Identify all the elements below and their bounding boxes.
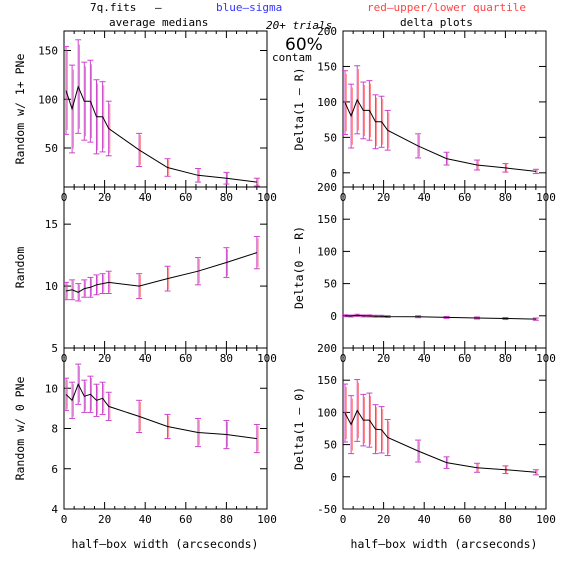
x-tick-label: 60 — [458, 513, 471, 526]
x-tick-label: 20 — [98, 513, 111, 526]
x-tick-label: 80 — [499, 352, 512, 365]
y-axis-label: Delta(0 – R) — [292, 226, 306, 309]
panel-frame — [342, 30, 547, 188]
panel-3: 0 20 40 60 80 100 4 6 8 10 Random w/ 0 PNe — [13, 347, 277, 526]
header-file: 7q.fits — [90, 1, 137, 14]
x-tick-label: 100 — [536, 513, 556, 526]
x-tick-label: 80 — [499, 191, 512, 204]
x-tick-label: 80 — [220, 513, 233, 526]
error-bar — [63, 46, 70, 135]
x-tick-label: 0 — [61, 513, 68, 526]
y-tick-label: 4 — [51, 503, 58, 516]
median-line — [65, 382, 257, 440]
header-blue-label: blue–sigma — [216, 1, 283, 14]
y-axis-label: Delta(1 – 0) — [292, 387, 306, 470]
y-axis-label: Delta(1 – R) — [292, 67, 306, 150]
y-tick-label: 50 — [45, 142, 58, 155]
right-panel-title: delta plots — [400, 16, 473, 29]
y-tick-label: 10 — [45, 382, 58, 395]
x-tick-label: 0 — [340, 513, 347, 526]
x-tick-label: 80 — [220, 352, 233, 365]
y-tick-label: 50 — [324, 439, 337, 452]
y-tick-label: 10 — [45, 280, 58, 293]
y-tick-label: 0 — [330, 310, 337, 323]
y-tick-label: 200 — [317, 181, 337, 194]
y-tick-label: 200 — [317, 342, 337, 355]
x-tick-label: 40 — [139, 513, 152, 526]
y-tick-label: 100 — [317, 96, 337, 109]
median-line — [344, 98, 536, 172]
median-line — [65, 252, 258, 293]
x-tick-label: 40 — [418, 352, 431, 365]
panel-frame — [342, 186, 547, 349]
y-tick-label: 100 — [38, 93, 58, 106]
panel-frame — [342, 347, 547, 510]
x-tick-label: 60 — [179, 191, 192, 204]
x-tick-label: 60 — [458, 352, 471, 365]
y-tick-label: 50 — [324, 278, 337, 291]
median-line — [65, 85, 257, 183]
x-tick-label: 100 — [257, 513, 277, 526]
x-tick-label: 40 — [418, 191, 431, 204]
x-tick-label: 40 — [418, 513, 431, 526]
left-panel-title: average medians — [109, 16, 209, 29]
y-tick-label: 150 — [317, 374, 337, 387]
median-line — [344, 314, 536, 320]
y-tick-label: -50 — [317, 503, 337, 516]
left-xlabel: half–box width (arcseconds) — [72, 537, 259, 551]
contam-word: contam — [272, 51, 312, 64]
x-tick-label: 20 — [98, 352, 111, 365]
contam-percent: 60% — [285, 35, 323, 55]
y-tick-label: 8 — [51, 423, 58, 436]
x-tick-label: 20 — [377, 191, 390, 204]
x-tick-label: 20 — [377, 352, 390, 365]
error-bar — [473, 316, 480, 320]
y-tick-label: 150 — [317, 60, 337, 73]
panel-frame — [63, 186, 268, 349]
y-tick-label: 150 — [317, 213, 337, 226]
x-tick-label: 20 — [98, 191, 111, 204]
x-tick-label: 40 — [139, 191, 152, 204]
y-tick-label: 5 — [51, 342, 58, 355]
y-tick-label: 100 — [317, 406, 337, 419]
x-tick-label: 60 — [179, 513, 192, 526]
y-tick-label: 0 — [330, 471, 337, 484]
median-line — [344, 409, 536, 473]
y-tick-label: 15 — [45, 218, 58, 231]
y-tick-label: 200 — [317, 25, 337, 38]
y-tick-label: 0 — [330, 167, 337, 180]
x-tick-label: 60 — [179, 352, 192, 365]
panel-frame — [63, 347, 268, 510]
y-axis-label: Random w/ 1+ PNe — [13, 54, 27, 165]
x-tick-label: 40 — [139, 352, 152, 365]
y-tick-label: 150 — [38, 45, 58, 58]
right-xlabel: half–box width (arcseconds) — [351, 537, 538, 551]
trials-note: 20+ trials — [266, 19, 332, 32]
x-tick-label: 80 — [499, 513, 512, 526]
y-axis-label: Random w/ 0 PNe — [13, 376, 27, 480]
panel-frame — [63, 30, 268, 188]
y-tick-label: 6 — [51, 463, 58, 476]
header-dash: — — [155, 1, 162, 14]
y-tick-label: 100 — [317, 245, 337, 258]
y-axis-label: Random — [13, 247, 27, 289]
x-tick-label: 80 — [220, 191, 233, 204]
header-red-label: red–upper/lower quartile — [367, 1, 526, 14]
y-tick-label: 50 — [324, 131, 337, 144]
x-tick-label: 20 — [377, 513, 390, 526]
x-tick-label: 60 — [458, 191, 471, 204]
